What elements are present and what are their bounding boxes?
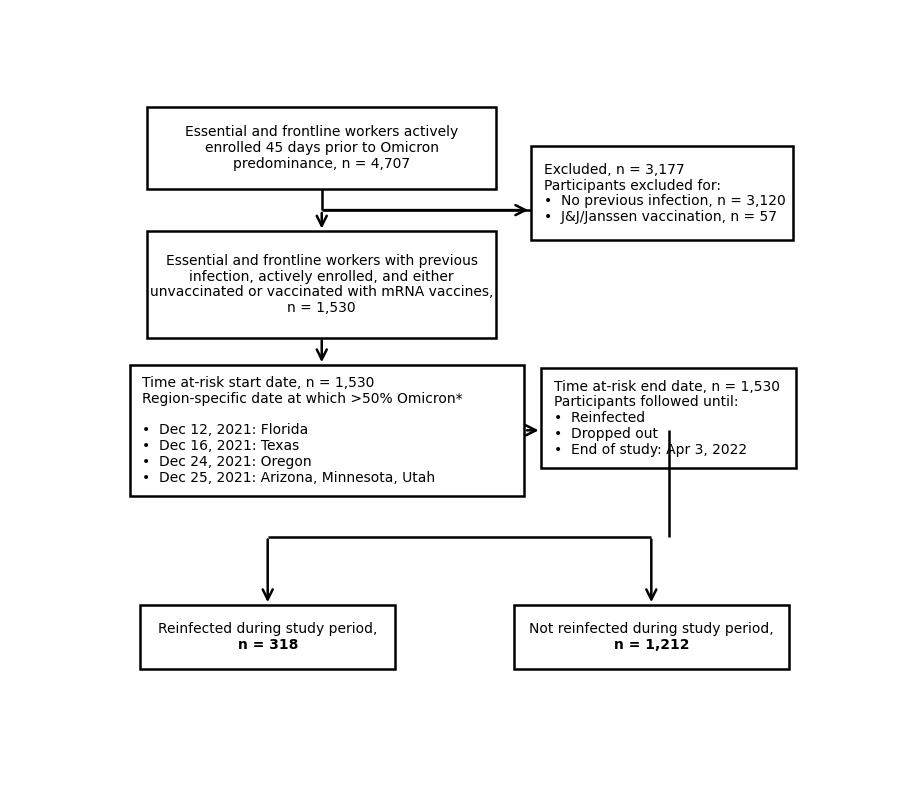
Text: Essential and frontline workers with previous: Essential and frontline workers with pre… (166, 254, 478, 267)
Text: •  Reinfected: • Reinfected (554, 411, 645, 425)
FancyBboxPatch shape (140, 605, 395, 669)
FancyBboxPatch shape (130, 365, 524, 495)
Text: Participants followed until:: Participants followed until: (554, 395, 739, 409)
FancyBboxPatch shape (531, 146, 793, 241)
Text: Region-specific date at which >50% Omicron*: Region-specific date at which >50% Omicr… (142, 392, 464, 406)
Text: •  Dec 24, 2021: Oregon: • Dec 24, 2021: Oregon (142, 455, 312, 469)
Text: enrolled 45 days prior to Omicron: enrolled 45 days prior to Omicron (205, 141, 439, 155)
FancyBboxPatch shape (514, 605, 789, 669)
Text: •  Dropped out: • Dropped out (554, 427, 658, 441)
Text: Reinfected during study period,: Reinfected during study period, (158, 622, 377, 636)
Text: n = 1,530: n = 1,530 (287, 301, 356, 316)
Text: Participants excluded for:: Participants excluded for: (544, 178, 721, 193)
Text: •  End of study: Apr 3, 2022: • End of study: Apr 3, 2022 (554, 443, 747, 457)
FancyBboxPatch shape (542, 368, 796, 469)
FancyBboxPatch shape (148, 107, 496, 189)
Text: •  No previous infection, n = 3,120: • No previous infection, n = 3,120 (544, 194, 786, 208)
Text: Excluded, n = 3,177: Excluded, n = 3,177 (544, 163, 684, 177)
Text: n = 318: n = 318 (238, 638, 298, 652)
Text: Time at-risk start date, n = 1,530: Time at-risk start date, n = 1,530 (142, 376, 375, 390)
Text: Essential and frontline workers actively: Essential and frontline workers actively (185, 125, 458, 139)
Text: •  Dec 16, 2021: Texas: • Dec 16, 2021: Texas (142, 439, 300, 453)
Text: predominance, n = 4,707: predominance, n = 4,707 (233, 157, 410, 170)
Text: Time at-risk end date, n = 1,530: Time at-risk end date, n = 1,530 (554, 380, 780, 394)
Text: Not reinfected during study period,: Not reinfected during study period, (529, 622, 774, 636)
Text: infection, actively enrolled, and either: infection, actively enrolled, and either (189, 270, 455, 283)
Text: •  Dec 25, 2021: Arizona, Minnesota, Utah: • Dec 25, 2021: Arizona, Minnesota, Utah (142, 471, 436, 484)
Text: unvaccinated or vaccinated with mRNA vaccines,: unvaccinated or vaccinated with mRNA vac… (150, 286, 493, 300)
FancyBboxPatch shape (148, 231, 496, 338)
Text: •  Dec 12, 2021: Florida: • Dec 12, 2021: Florida (142, 424, 309, 437)
Text: •  J&J/Janssen vaccination, n = 57: • J&J/Janssen vaccination, n = 57 (544, 210, 777, 224)
Text: n = 1,212: n = 1,212 (614, 638, 689, 652)
